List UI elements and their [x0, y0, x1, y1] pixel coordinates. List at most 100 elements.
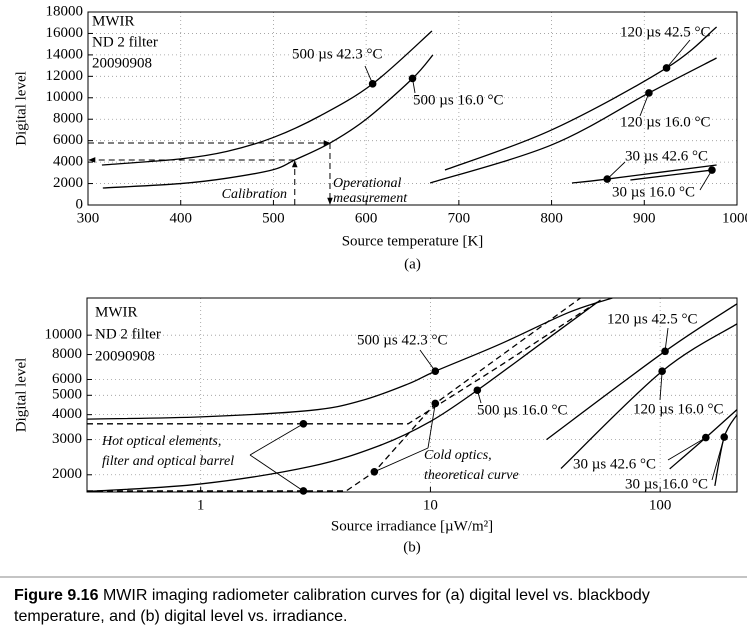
plot-frame	[86, 297, 738, 493]
leader-line	[476, 390, 482, 404]
curve	[87, 299, 601, 425]
y-axis-label: Digital level	[13, 358, 29, 433]
series-label: 30 µs 42.6 °C	[573, 456, 656, 472]
leader-line	[667, 437, 707, 461]
curve	[87, 298, 581, 492]
data-point	[368, 80, 377, 88]
panel-label: (b)	[403, 539, 421, 555]
leader-line	[249, 423, 304, 456]
y-tick-label: 3000	[52, 431, 82, 447]
caption-label: Figure 9.16	[14, 587, 99, 604]
curve	[714, 414, 737, 486]
y-tick-label: 6000	[52, 371, 82, 387]
note: ND 2 filter	[92, 34, 158, 50]
curve	[630, 169, 713, 181]
x-tick-label: 800	[540, 210, 563, 226]
curve	[560, 323, 737, 469]
plot-frame	[87, 11, 738, 206]
leader-line	[364, 65, 374, 85]
x-tick-label: 300	[77, 210, 100, 226]
y-tick-label: 8000	[53, 111, 83, 127]
leader-line	[659, 371, 663, 401]
y-tick-label: 4000	[52, 406, 82, 422]
series-label: 30 µs 42.6 °C	[625, 148, 708, 164]
series-label: 30 µs 16.0 °C	[625, 476, 708, 492]
leader-line	[664, 327, 669, 352]
y-tick-label: 2000	[52, 466, 82, 482]
caption: Figure 9.16 MWIR imaging radiometer cali…	[14, 585, 739, 627]
series-label: 120 µs 42.5 °C	[607, 311, 697, 327]
y-tick-label: 5000	[52, 387, 82, 403]
guide-label: Calibration	[222, 187, 287, 202]
y-tick-label: 10000	[46, 89, 84, 105]
leader-line	[711, 436, 725, 481]
curve	[429, 57, 717, 184]
data-point	[408, 74, 417, 83]
leader-line	[699, 169, 713, 191]
data-point	[431, 367, 440, 376]
leader-line	[606, 161, 626, 180]
series-label: 500 µs 16.0 °C	[477, 402, 567, 418]
data-point	[299, 487, 308, 495]
note: ND 2 filter	[95, 326, 161, 342]
x-tick-label: 400	[169, 210, 192, 226]
data-point	[661, 347, 669, 356]
note: 20090908	[92, 55, 152, 71]
leader-line	[666, 39, 691, 69]
leader-line	[639, 92, 650, 117]
figure: 0200040006000800010000120001400016000180…	[0, 3, 747, 578]
data-point	[370, 468, 379, 476]
leader-line	[249, 454, 304, 492]
series-label: 120 µs 16.0 °C	[620, 114, 710, 130]
curve	[444, 26, 718, 171]
x-axis-label: Source temperature [K]	[342, 233, 484, 249]
series-label: 120 µs 42.5 °C	[620, 24, 710, 40]
x-tick-label: 600	[355, 210, 378, 226]
y-tick-label: 14000	[46, 46, 84, 62]
x-axis-label: Source irradiance [µW/m²]	[331, 518, 493, 534]
y-tick-label: 8000	[52, 346, 82, 362]
y-axis-label: Digital level	[13, 71, 29, 146]
series-label: 30 µs 16.0 °C	[612, 184, 695, 200]
x-tick-label: 1000	[722, 210, 747, 226]
annotation-text: filter and optical barrel	[102, 454, 234, 469]
y-tick-label: 18000	[46, 3, 84, 19]
leader-line	[412, 78, 416, 94]
data-point	[299, 419, 308, 428]
leader-line	[427, 403, 436, 449]
y-tick-label: 10000	[45, 327, 83, 343]
y-tick-label: 4000	[53, 154, 83, 170]
x-tick-label: 700	[448, 210, 471, 226]
note: MWIR	[92, 13, 135, 29]
guide-label: Operational	[333, 176, 402, 191]
y-tick-label: 12000	[46, 68, 84, 84]
y-tick-label: 2000	[53, 175, 83, 191]
panel-label: (a)	[404, 256, 421, 272]
x-tick-label: 500	[262, 210, 285, 226]
x-tick-label: 10	[423, 497, 438, 513]
series-label: 120 µs 16.0 °C	[633, 401, 723, 417]
y-tick-label: 16000	[46, 25, 84, 41]
x-tick-label: 100	[649, 497, 672, 513]
series-label: 500 µs 42.3 °C	[357, 332, 447, 348]
x-tick-label: 1	[197, 497, 205, 513]
curve	[87, 298, 613, 420]
y-tick-label: 6000	[53, 132, 83, 148]
leader-line	[374, 447, 429, 473]
curve	[546, 303, 737, 441]
y-tick-label: 0	[76, 196, 84, 212]
data-point	[431, 399, 440, 408]
annotation-text: Hot optical elements,	[101, 434, 221, 449]
series-label: 500 µs 16.0 °C	[413, 92, 503, 108]
curve	[571, 164, 717, 184]
x-tick-label: 900	[633, 210, 656, 226]
leader-line	[419, 349, 436, 372]
curve	[87, 299, 601, 492]
guide-label: measurement	[333, 191, 408, 206]
note: MWIR	[95, 304, 138, 320]
note: 20090908	[95, 348, 155, 364]
series-label: 500 µs 42.3 °C	[292, 46, 382, 62]
annotation-text: Cold optics,	[424, 448, 492, 463]
annotation-text: theoretical curve	[424, 468, 519, 483]
